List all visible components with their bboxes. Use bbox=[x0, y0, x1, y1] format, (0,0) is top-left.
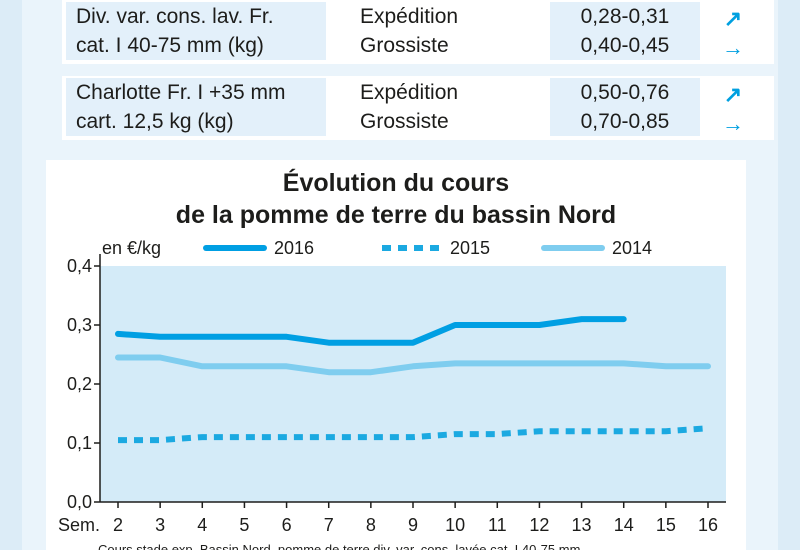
trend: ↗ → bbox=[708, 4, 758, 62]
x-tick-label: 11 bbox=[488, 515, 507, 535]
chart-title-line-1: Évolution du cours bbox=[283, 168, 509, 197]
series-line-2016 bbox=[115, 316, 627, 346]
chart-title-line-2: de la pomme de terre du bassin Nord bbox=[176, 201, 616, 229]
product-line: cat. I 40-75 mm (kg) bbox=[76, 34, 264, 57]
price-grossiste: 0,70-0,85 bbox=[580, 110, 670, 133]
y-tick-label: 0,2 bbox=[67, 374, 92, 394]
price-row: Div. var. cons. lav. Fr. cat. I 40-75 mm… bbox=[62, 0, 774, 64]
up-arrow-icon: ↗ bbox=[723, 82, 743, 107]
x-tick-label: 16 bbox=[698, 515, 718, 535]
chart-footnote: Cours stade exp. Bassin Nord, pomme de t… bbox=[98, 542, 580, 550]
stage-grossiste: Grossiste bbox=[360, 34, 449, 57]
x-tick-label: 12 bbox=[529, 515, 549, 535]
price-range: 0,28-0,31 0,40-0,45 bbox=[550, 2, 700, 60]
y-tick-label: 0,1 bbox=[67, 433, 92, 453]
trend: ↗ → bbox=[708, 80, 758, 138]
legend-label-2014: 2014 bbox=[612, 238, 652, 258]
x-tick-label: 2 bbox=[113, 515, 123, 535]
x-tick-label: 15 bbox=[656, 515, 676, 535]
x-tick-label: 9 bbox=[408, 515, 418, 535]
x-tick-label: 10 bbox=[445, 515, 465, 535]
price-row: Charlotte Fr. I +35 mm cart. 12,5 kg (kg… bbox=[62, 76, 774, 140]
right-arrow-icon: → bbox=[722, 35, 744, 60]
product-label: Div. var. cons. lav. Fr. cat. I 40-75 mm… bbox=[66, 2, 326, 60]
product-line: cart. 12,5 kg (kg) bbox=[76, 110, 234, 133]
chart-legend: 2016 2015 2014 bbox=[203, 238, 652, 258]
price-expedition: 0,28-0,31 bbox=[580, 5, 670, 28]
price-expedition: 0,50-0,76 bbox=[580, 81, 670, 104]
legend-label-2015: 2015 bbox=[450, 238, 490, 258]
y-tick-label: 0,4 bbox=[67, 256, 92, 276]
plot-area bbox=[100, 266, 726, 502]
product-line: Div. var. cons. lav. Fr. bbox=[76, 5, 274, 28]
x-tick-label: 5 bbox=[239, 515, 249, 535]
y-axis-label: en €/kg bbox=[102, 238, 161, 258]
price-range: 0,50-0,76 0,70-0,85 bbox=[550, 78, 700, 136]
price-grossiste: 0,40-0,45 bbox=[580, 34, 670, 57]
price-chart: Évolution du cours de la pomme de terre … bbox=[58, 168, 726, 550]
x-tick-label: 8 bbox=[366, 515, 376, 535]
series-line-2015 bbox=[118, 425, 709, 444]
legend-label-2016: 2016 bbox=[274, 238, 314, 258]
product-line: Charlotte Fr. I +35 mm bbox=[76, 81, 286, 104]
chart-panel: Évolution du cours de la pomme de terre … bbox=[46, 160, 746, 550]
chart-series bbox=[115, 316, 711, 444]
stage-expedition: Expédition bbox=[360, 81, 459, 104]
stage-label: Expédition Grossiste bbox=[360, 2, 520, 60]
x-tick-label: 7 bbox=[324, 515, 334, 535]
stage-expedition: Expédition bbox=[360, 5, 459, 28]
x-tick-label: 6 bbox=[282, 515, 292, 535]
y-tick-label: 0,0 bbox=[67, 492, 92, 512]
product-label: Charlotte Fr. I +35 mm cart. 12,5 kg (kg… bbox=[66, 78, 326, 136]
x-tick-label: 14 bbox=[614, 515, 634, 535]
x-tick-label: 13 bbox=[572, 515, 592, 535]
chart-axes: 0,0 0,1 0,2 0,3 0,4 2 3 4 5 6 7 8 9 10 11 12 13 14 15 16 bbox=[67, 254, 726, 535]
series-line-2014 bbox=[115, 354, 711, 376]
stage-label: Expédition Grossiste bbox=[360, 78, 520, 136]
up-arrow-icon: ↗ bbox=[723, 6, 743, 31]
right-arrow-icon: → bbox=[722, 111, 744, 136]
y-tick-label: 0,3 bbox=[67, 315, 92, 335]
x-axis-label: Sem. bbox=[58, 515, 100, 535]
x-tick-label: 3 bbox=[155, 515, 165, 535]
stage-grossiste: Grossiste bbox=[360, 110, 449, 133]
x-tick-label: 4 bbox=[197, 515, 207, 535]
